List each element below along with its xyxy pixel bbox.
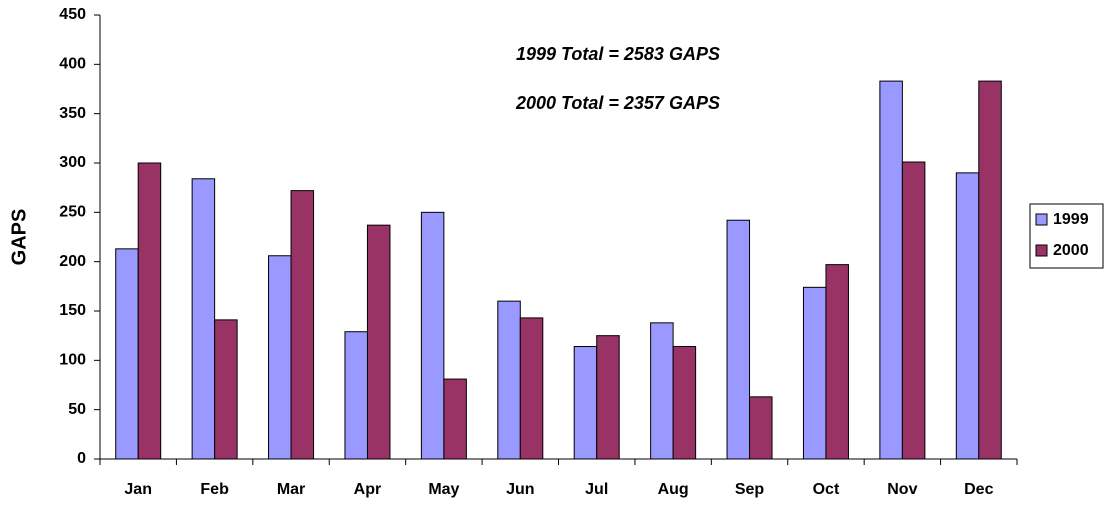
legend-swatch <box>1035 244 1048 257</box>
x-tick-label: Mar <box>277 481 305 498</box>
bar <box>901 161 926 460</box>
bar <box>519 317 544 460</box>
bar <box>955 172 980 460</box>
bar <box>191 178 216 460</box>
x-tick-label: Jan <box>124 481 152 498</box>
y-tick-label: 0 <box>77 450 86 467</box>
bar <box>290 190 315 460</box>
x-tick-label: May <box>428 481 459 498</box>
bar <box>978 80 1002 460</box>
bar <box>825 264 849 460</box>
y-axis-label: GAPS <box>8 209 30 266</box>
y-tick-label: 450 <box>59 6 86 23</box>
x-tick-label: Dec <box>964 481 993 498</box>
bar <box>420 211 445 460</box>
bar <box>137 162 162 460</box>
bar <box>497 300 521 460</box>
y-tick-label: 350 <box>59 105 86 122</box>
x-tick-label: Jul <box>585 481 608 498</box>
y-tick-label: 300 <box>59 154 86 171</box>
bar <box>214 319 238 460</box>
bar <box>573 346 598 460</box>
legend-label: 1999 <box>1053 211 1089 228</box>
bar <box>749 396 773 460</box>
x-tick-label: Feb <box>200 481 229 498</box>
bar <box>268 255 292 460</box>
bar <box>443 378 467 460</box>
x-tick-label: Jun <box>506 481 534 498</box>
annotation: 1999 Total = 2583 GAPS <box>516 44 720 64</box>
x-tick-label: Aug <box>658 481 689 498</box>
bar <box>650 322 674 460</box>
bar <box>802 286 827 460</box>
y-tick-label: 100 <box>59 352 86 369</box>
bar <box>879 80 903 460</box>
x-tick-label: Sep <box>735 481 765 498</box>
y-tick-label: 400 <box>59 56 86 73</box>
bar <box>344 331 368 460</box>
x-tick-label: Apr <box>354 481 382 498</box>
y-tick-label: 50 <box>68 401 86 418</box>
bar <box>672 346 697 460</box>
legend-label: 2000 <box>1053 242 1089 259</box>
x-tick-label: Oct <box>813 481 840 498</box>
x-tick-label: Nov <box>887 481 917 498</box>
legend-swatch <box>1035 213 1048 226</box>
annotation: 2000 Total = 2357 GAPS <box>515 93 720 113</box>
bar <box>115 248 139 460</box>
bar <box>596 335 620 460</box>
bar <box>366 224 391 460</box>
y-tick-label: 250 <box>59 204 86 221</box>
y-tick-label: 150 <box>59 302 86 319</box>
y-tick-label: 200 <box>59 253 86 270</box>
bar <box>726 219 751 460</box>
